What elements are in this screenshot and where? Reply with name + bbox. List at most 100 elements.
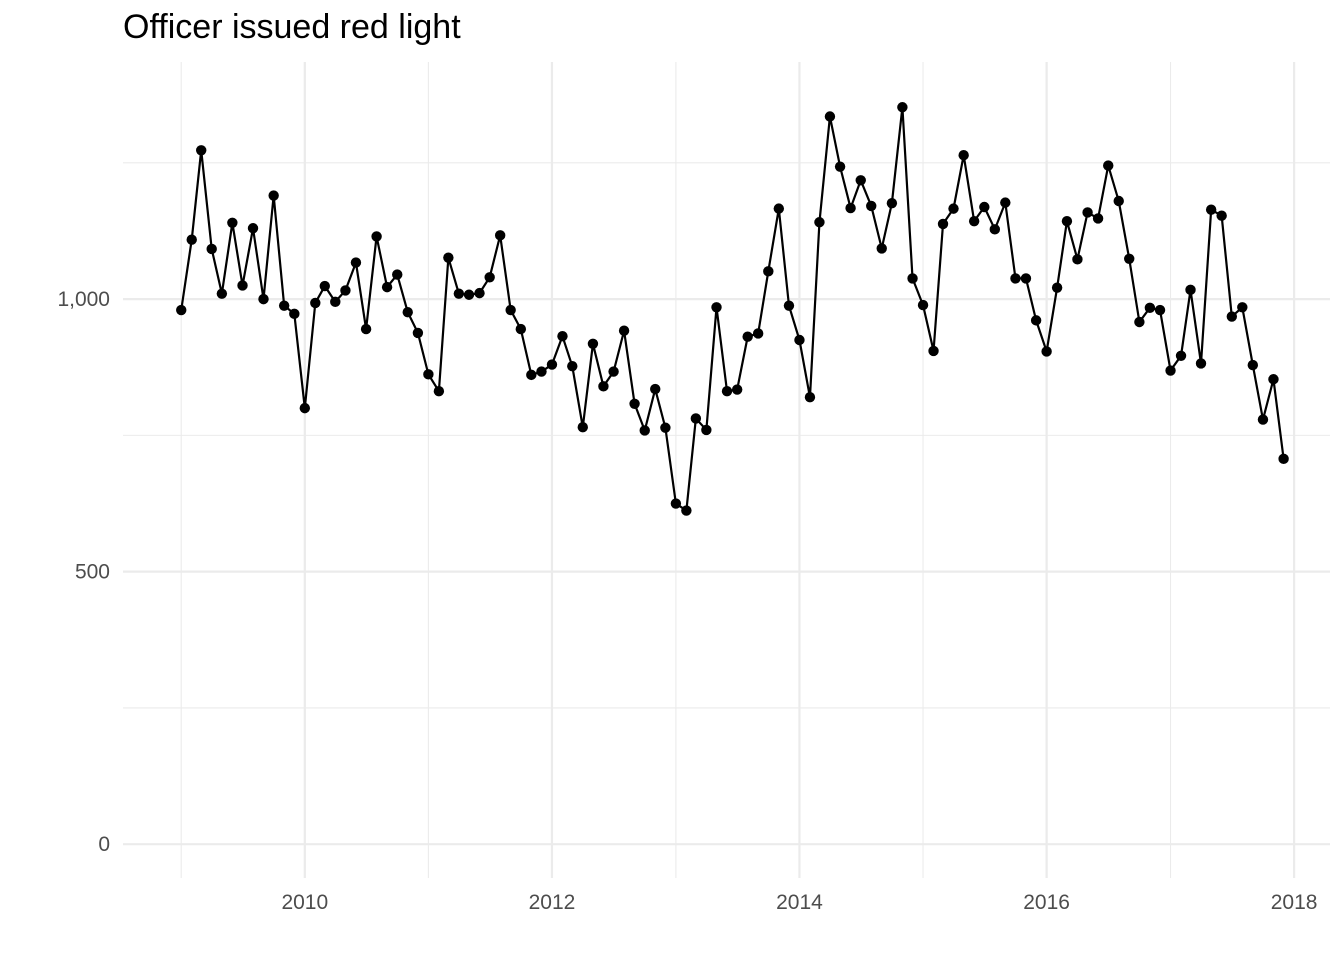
data-point — [1082, 207, 1093, 218]
data-point — [268, 190, 279, 201]
data-point — [1041, 346, 1052, 357]
data-point — [526, 369, 537, 381]
data-point — [660, 422, 671, 433]
data-point — [598, 381, 609, 392]
data-point — [1000, 197, 1011, 208]
data-point — [608, 366, 619, 377]
data-point — [392, 269, 403, 280]
data-point — [536, 366, 547, 377]
data-point — [1237, 302, 1248, 313]
data-point — [907, 273, 918, 284]
data-point — [701, 424, 712, 436]
data-point — [711, 302, 722, 313]
data-point — [1020, 273, 1032, 284]
data-point — [629, 398, 640, 409]
x-axis-tick-labels: 2010 2012 2014 2016 2018 — [281, 891, 1317, 914]
data-point — [681, 505, 692, 516]
data-point — [731, 384, 743, 395]
data-point — [567, 360, 578, 372]
data-point — [319, 280, 330, 292]
data-point — [917, 299, 929, 311]
x-tick-label: 2014 — [776, 891, 823, 914]
data-point — [402, 306, 413, 318]
data-point — [752, 328, 764, 339]
data-point — [928, 345, 939, 357]
data-point — [381, 281, 393, 293]
data-point — [876, 243, 887, 254]
data-point — [814, 217, 825, 228]
data-point — [557, 330, 568, 342]
data-point — [1185, 284, 1196, 296]
data-point — [1134, 316, 1145, 328]
data-point — [1278, 453, 1289, 465]
data-point — [206, 243, 217, 255]
data-point — [258, 293, 269, 305]
data-point — [423, 369, 434, 380]
data-point — [650, 383, 661, 395]
data-point — [340, 285, 351, 296]
x-tick-label: 2018 — [1271, 891, 1318, 914]
data-point — [577, 422, 588, 433]
data-point — [227, 217, 238, 229]
data-point — [618, 325, 630, 336]
data-point — [505, 304, 516, 316]
data-point — [670, 498, 682, 509]
data-point — [176, 304, 187, 316]
series-line — [180, 106, 1285, 512]
data-point — [763, 266, 774, 277]
x-tick-label: 2010 — [281, 891, 328, 914]
data-point — [824, 111, 836, 122]
data-point — [237, 280, 248, 291]
chart-title: Officer issued red light — [123, 8, 461, 46]
data-point — [886, 197, 898, 209]
data-point — [1226, 311, 1238, 322]
data-point — [310, 297, 321, 309]
series-points-group — [176, 102, 1289, 516]
major-gridlines — [123, 62, 1330, 878]
data-point — [1061, 215, 1073, 227]
data-point — [794, 334, 805, 346]
data-point — [1175, 350, 1187, 362]
data-point — [773, 203, 785, 214]
data-point — [690, 413, 702, 424]
minor-gridlines — [123, 62, 1330, 878]
data-point — [289, 308, 300, 320]
data-point — [186, 234, 197, 245]
data-point — [866, 200, 877, 212]
data-point — [350, 257, 362, 268]
data-point — [1144, 302, 1156, 314]
data-point — [1113, 195, 1124, 207]
data-point — [453, 288, 465, 299]
data-point — [1154, 304, 1166, 316]
data-point — [845, 202, 856, 214]
data-point — [937, 218, 949, 230]
data-point — [783, 300, 795, 311]
data-point — [546, 359, 558, 370]
data-point — [587, 338, 599, 350]
series-line-group — [180, 106, 1285, 512]
data-point — [897, 102, 908, 113]
y-tick-label: 1,000 — [57, 288, 110, 311]
data-point — [948, 203, 959, 214]
data-point — [989, 224, 1001, 235]
data-point — [299, 402, 311, 414]
data-point — [330, 296, 341, 308]
data-point — [1205, 204, 1217, 215]
data-point — [855, 175, 866, 186]
data-point — [1268, 374, 1279, 385]
data-point — [515, 323, 527, 335]
data-point — [371, 231, 382, 242]
x-tick-label: 2016 — [1023, 891, 1070, 914]
data-point — [958, 150, 969, 161]
data-point — [216, 288, 228, 299]
data-point — [1010, 273, 1021, 284]
data-point — [804, 392, 816, 403]
data-point — [474, 287, 485, 299]
data-point — [1051, 282, 1063, 293]
data-point — [979, 201, 990, 213]
data-point — [1216, 210, 1227, 221]
data-point — [721, 386, 733, 397]
data-point — [1124, 253, 1135, 264]
x-tick-label: 2012 — [529, 891, 576, 914]
data-point — [247, 223, 259, 234]
